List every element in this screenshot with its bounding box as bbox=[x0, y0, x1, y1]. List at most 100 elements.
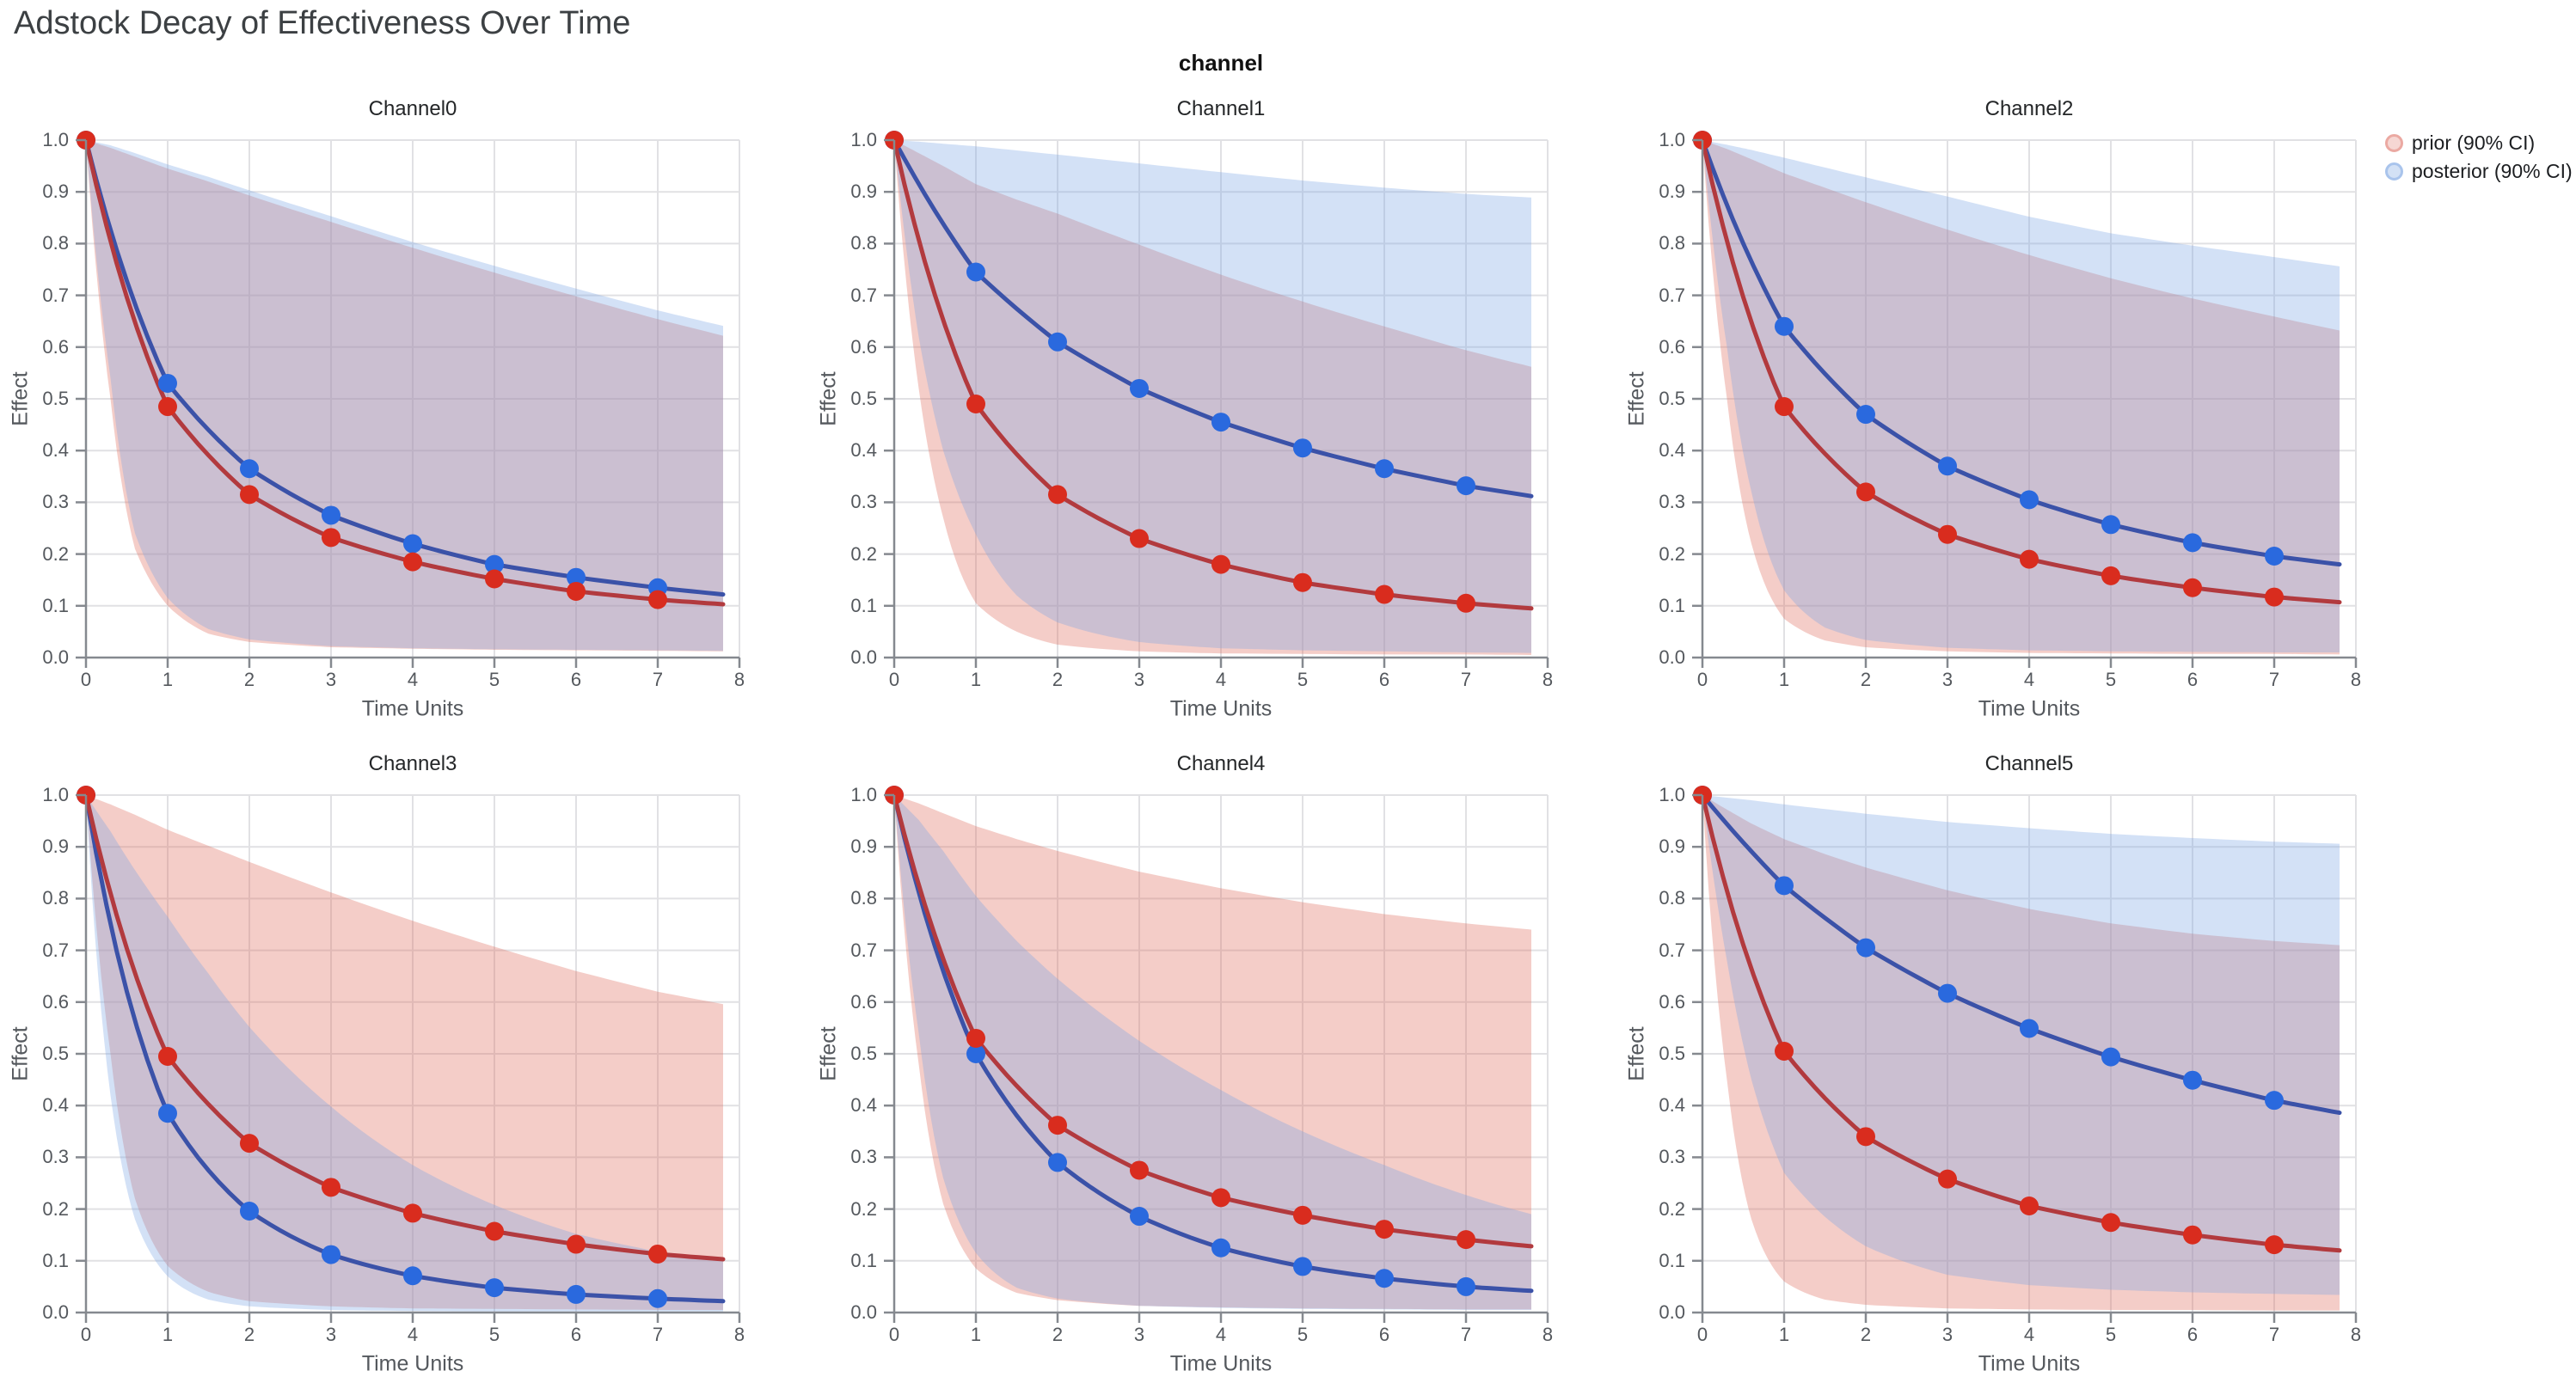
y-tick-label: 0.2 bbox=[1659, 1197, 1685, 1220]
x-tick-label: 4 bbox=[1215, 669, 1227, 690]
prior-marker bbox=[240, 1134, 259, 1154]
y-tick-label: 1.0 bbox=[42, 784, 69, 805]
y-tick-label: 0.3 bbox=[850, 491, 877, 513]
posterior-marker bbox=[2101, 1047, 2120, 1067]
y-tick-label: 0.5 bbox=[1659, 1043, 1685, 1064]
x-tick-label: 2 bbox=[1052, 669, 1064, 690]
legend-item-prior: prior (90% CI) bbox=[2385, 129, 2573, 157]
y-tick-label: 0.9 bbox=[42, 835, 69, 858]
prior-marker bbox=[1211, 554, 1230, 574]
posterior-marker bbox=[648, 1288, 667, 1308]
x-tick-label: 8 bbox=[1542, 669, 1554, 690]
posterior-marker bbox=[1938, 456, 1957, 476]
prior-marker bbox=[648, 590, 667, 609]
y-tick-label: 0.8 bbox=[850, 232, 877, 254]
y-tick-label: 0.0 bbox=[850, 646, 877, 668]
prior-marker bbox=[1375, 584, 1394, 604]
x-tick-label: 3 bbox=[1133, 669, 1145, 690]
y-tick-label: 0.8 bbox=[42, 232, 69, 254]
y-tick-label: 0.3 bbox=[42, 491, 69, 513]
y-tick-label: 0.1 bbox=[42, 1249, 69, 1271]
x-tick-label: 1 bbox=[970, 1324, 982, 1345]
y-tick-label: 0.5 bbox=[42, 388, 69, 409]
posterior-marker bbox=[1048, 332, 1067, 352]
posterior-marker bbox=[240, 1202, 259, 1221]
x-tick-label: 3 bbox=[1941, 1324, 1953, 1345]
x-tick-label: 6 bbox=[1378, 669, 1390, 690]
x-tick-label: 5 bbox=[2105, 1324, 2117, 1345]
posterior-marker bbox=[1293, 438, 1312, 458]
y-tick-label: 0.4 bbox=[42, 439, 69, 462]
prior-marker bbox=[322, 528, 340, 548]
y-tick-label: 0.9 bbox=[1659, 835, 1685, 858]
x-tick-label: 2 bbox=[1860, 669, 1872, 690]
prior-marker bbox=[158, 397, 177, 417]
subplot-title-channel2: Channel2 bbox=[1984, 97, 2074, 120]
prior-marker bbox=[1048, 1116, 1067, 1135]
y-tick-label: 0.9 bbox=[850, 181, 877, 203]
x-tick-label: 4 bbox=[2023, 669, 2035, 690]
y-tick-label: 0.7 bbox=[1659, 939, 1685, 961]
legend: prior (90% CI) posterior (90% CI) bbox=[2385, 129, 2573, 186]
y-tick-label: 0.7 bbox=[850, 939, 877, 961]
x-tick-label: 4 bbox=[407, 1324, 419, 1345]
y-tick-label: 0.0 bbox=[42, 1301, 69, 1323]
posterior-marker bbox=[403, 1266, 422, 1286]
posterior-marker bbox=[1293, 1257, 1312, 1276]
y-tick-label: 0.2 bbox=[42, 542, 69, 565]
y-axis-title: Effect bbox=[816, 371, 841, 426]
y-tick-label: 0.2 bbox=[850, 542, 877, 565]
y-tick-label: 0.0 bbox=[1659, 1301, 1685, 1323]
prior-marker bbox=[1938, 524, 1957, 544]
x-axis-title: Time Units bbox=[1978, 1351, 2081, 1376]
y-tick-label: 0.6 bbox=[42, 335, 69, 358]
prior-marker bbox=[966, 1028, 985, 1048]
x-tick-label: 5 bbox=[2105, 669, 2117, 690]
x-tick-label: 1 bbox=[162, 669, 174, 690]
y-tick-label: 0.0 bbox=[42, 646, 69, 668]
x-tick-label: 2 bbox=[1860, 1324, 1872, 1345]
x-tick-label: 3 bbox=[1941, 669, 1953, 690]
x-tick-label: 2 bbox=[243, 1324, 255, 1345]
posterior-marker bbox=[158, 1104, 177, 1123]
prior-marker bbox=[2183, 578, 2202, 597]
prior-marker bbox=[2020, 549, 2039, 569]
posterior-marker bbox=[1775, 316, 1794, 336]
posterior-marker bbox=[485, 1278, 504, 1298]
y-tick-label: 0.3 bbox=[1659, 1146, 1685, 1168]
y-tick-label: 0.2 bbox=[1659, 542, 1685, 565]
x-tick-label: 1 bbox=[162, 1324, 174, 1345]
y-tick-label: 0.1 bbox=[850, 1249, 877, 1271]
figure-title: Adstock Decay of Effectiveness Over Time bbox=[14, 5, 631, 41]
x-tick-label: 4 bbox=[2023, 1324, 2035, 1345]
subplot-title-channel5: Channel5 bbox=[1984, 752, 2074, 775]
y-tick-label: 0.1 bbox=[1659, 594, 1685, 616]
prior-swatch-icon bbox=[2385, 134, 2403, 152]
x-tick-label: 7 bbox=[1460, 669, 1472, 690]
prior-marker bbox=[2101, 1213, 2120, 1233]
prior-marker bbox=[1293, 572, 1312, 592]
y-tick-label: 0.8 bbox=[850, 887, 877, 909]
prior-marker bbox=[322, 1178, 340, 1197]
posterior-marker bbox=[158, 373, 177, 393]
y-tick-label: 1.0 bbox=[850, 784, 877, 805]
prior-marker bbox=[403, 1203, 422, 1223]
prior-marker bbox=[485, 1221, 504, 1241]
posterior-marker bbox=[322, 1245, 340, 1264]
x-tick-label: 8 bbox=[1542, 1324, 1554, 1345]
prior-marker bbox=[2020, 1196, 2039, 1215]
y-tick-label: 0.0 bbox=[850, 1301, 877, 1323]
prior-marker bbox=[1775, 397, 1794, 417]
posterior-marker bbox=[1048, 1153, 1067, 1172]
prior-marker bbox=[1211, 1188, 1230, 1208]
x-axis-title: Time Units bbox=[361, 1351, 464, 1376]
prior-marker bbox=[1130, 1160, 1149, 1180]
y-tick-label: 0.6 bbox=[1659, 335, 1685, 358]
x-tick-label: 1 bbox=[1778, 1324, 1790, 1345]
x-tick-label: 0 bbox=[888, 669, 900, 690]
posterior-marker bbox=[966, 1044, 985, 1063]
y-tick-label: 0.5 bbox=[1659, 388, 1685, 409]
posterior-marker bbox=[2183, 533, 2202, 553]
prior-marker bbox=[567, 581, 586, 601]
y-tick-label: 1.0 bbox=[850, 129, 877, 150]
